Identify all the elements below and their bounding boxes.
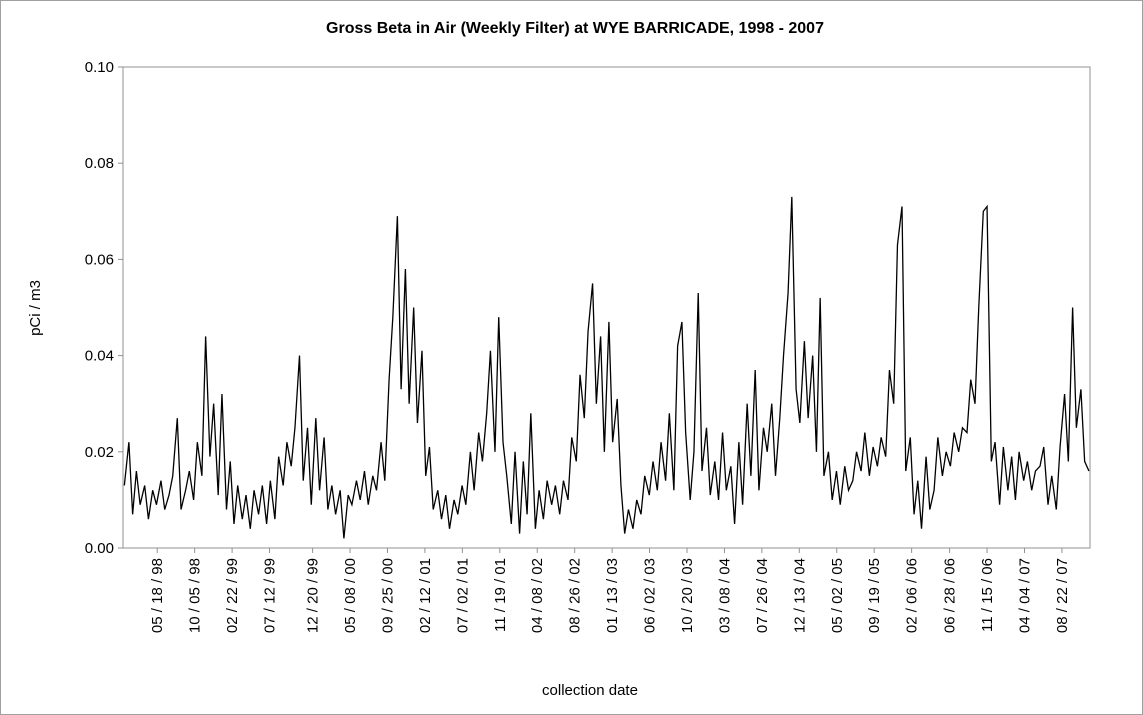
x-tick-label: 08 / 22 / 07 [1054, 558, 1071, 633]
x-tick-label: 08 / 26 / 02 [567, 558, 584, 633]
x-tick-label: 03 / 08 / 04 [716, 558, 733, 633]
x-tick-label: 12 / 20 / 99 [305, 558, 322, 633]
x-tick-label: 10 / 05 / 98 [187, 558, 204, 633]
x-tick-label: 07 / 02 / 01 [454, 558, 471, 633]
x-tick-label: 05 / 18 / 98 [149, 558, 166, 633]
x-tick-label: 04 / 08 / 02 [529, 558, 546, 633]
x-tick-label: 11 / 15 / 06 [979, 558, 996, 632]
y-axis-title: pCi / m3 [27, 280, 44, 336]
x-tick-label: 04 / 04 / 07 [1016, 558, 1033, 633]
x-tick-label: 06 / 02 / 03 [642, 558, 659, 633]
y-tick-label: 0.00 [85, 540, 114, 557]
x-tick-label: 12 / 13 / 04 [791, 558, 808, 633]
plot-area [122, 66, 1091, 549]
x-tick-label: 05 / 08 / 00 [342, 558, 359, 633]
x-tick-label: 11 / 19 / 01 [492, 558, 509, 632]
x-tick-label: 06 / 28 / 06 [942, 558, 959, 633]
x-tick-label: 10 / 20 / 03 [679, 558, 696, 633]
x-axis-title: collection date [542, 682, 638, 699]
y-tick-label: 0.02 [85, 444, 114, 461]
x-tick-label: 09 / 19 / 05 [866, 558, 883, 633]
x-tick-label: 07 / 12 / 99 [262, 558, 279, 633]
x-tick-label: 09 / 25 / 00 [379, 558, 396, 633]
y-tick-label: 0.10 [85, 59, 114, 76]
x-tick-label: 05 / 02 / 05 [829, 558, 846, 633]
y-tick-label: 0.08 [85, 155, 114, 172]
data-line [123, 196, 1090, 539]
x-tick-label: 01 / 13 / 03 [604, 558, 621, 633]
x-tick-label: 02 / 22 / 99 [224, 558, 241, 633]
x-tick-label: 02 / 06 / 06 [904, 558, 921, 633]
chart-title: Gross Beta in Air (Weekly Filter) at WYE… [326, 20, 824, 37]
x-tick-label: 07 / 26 / 04 [754, 558, 771, 633]
x-tick-label: 02 / 12 / 01 [417, 558, 434, 633]
y-tick-label: 0.04 [85, 348, 114, 365]
y-tick-label: 0.06 [85, 251, 114, 268]
